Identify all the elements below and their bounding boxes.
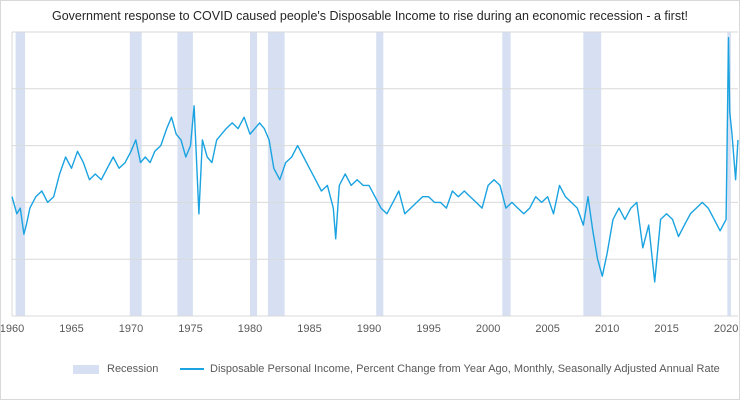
legend-swatch-recession [73,364,99,374]
chart-title: Government response to COVID caused peop… [51,9,689,23]
legend: Recession Disposable Personal Income, Pe… [0,363,740,381]
series-line-disposable-income [11,37,739,283]
x-tick-label-1990: 1990 [357,323,381,335]
recession-bands [15,32,731,316]
x-tick-label-1965: 1965 [59,323,83,335]
x-tick-label-2000: 2000 [476,323,500,335]
series-line-group [11,37,739,283]
x-axis-ticks: 1960 1965 1970 1975 1980 1985 1990 1995 2000 2005… [0,323,738,335]
recession-band-1 [129,32,142,316]
x-tick-label-1970: 1970 [119,323,143,335]
x-tick-label-2005: 2005 [535,323,559,335]
legend-label-recession: Recession [107,363,159,375]
legend-line-series [180,368,204,370]
x-tick-label-1995: 1995 [416,323,440,335]
legend-item-recession[interactable]: Recession [73,363,158,375]
x-tick-label-1960: 1960 [0,323,24,335]
recession-band-5 [376,32,384,316]
legend-label-series: Disposable Personal Income, Percent Chan… [210,363,720,375]
gridlines [11,31,738,317]
recession-band-8 [727,32,731,316]
x-tick-label-2015: 2015 [654,323,678,335]
recession-band-7 [583,32,602,316]
recession-band-2 [177,32,193,316]
x-tick-label-2010: 2010 [595,323,619,335]
recession-band-3 [250,32,258,316]
recession-band-0 [15,32,26,316]
x-tick-label-2020: 2020 [714,323,738,335]
x-tick-label-1975: 1975 [178,323,202,335]
legend-item-series[interactable]: Disposable Personal Income, Percent Chan… [180,363,720,375]
x-tick-label-1980: 1980 [238,323,262,335]
x-tick-label-1985: 1985 [297,323,321,335]
recession-band-6 [502,32,511,316]
